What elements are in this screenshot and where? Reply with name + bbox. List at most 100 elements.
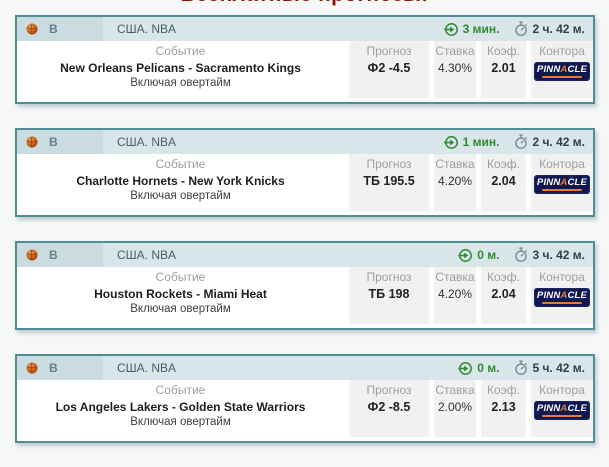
kickoff-arrow-icon xyxy=(443,22,458,36)
starts-in: 0 м. xyxy=(458,361,499,376)
prediction-column: Прогноз Ф2 -4.5 xyxy=(349,41,429,98)
prediction-column-header: Прогноз xyxy=(366,157,412,171)
bookmaker-column: Контора PINNACLE xyxy=(531,380,593,437)
prediction-card: В США. NBA 0 м. 5 ч. 42 м. Событие Los A… xyxy=(15,354,595,443)
time-left: 3 ч. 42 м. xyxy=(514,247,585,263)
prediction-value: Ф2 -8.5 xyxy=(367,400,411,414)
prediction-card: В США. NBA 3 мин. 2 ч. 42 м. Событие New… xyxy=(15,15,595,104)
coefficient-value: 2.04 xyxy=(491,287,516,301)
time-left: 5 ч. 42 м. xyxy=(514,360,585,376)
event-column: Событие Los Angeles Lakers - Golden Stat… xyxy=(17,380,344,437)
basketball-icon xyxy=(26,136,38,148)
starts-in-value: 1 мин. xyxy=(462,135,500,149)
stake-column-header: Ставка xyxy=(435,157,475,171)
predictions-list: В США. NBA 3 мин. 2 ч. 42 м. Событие New… xyxy=(15,15,595,467)
sport-code-link[interactable]: В xyxy=(49,22,58,36)
stake-column: Ставка 4.20% xyxy=(434,267,476,324)
event-column: Событие Houston Rockets - Miami Heat Вкл… xyxy=(17,267,344,324)
prediction-value: ТБ 195.5 xyxy=(363,174,415,188)
pinnacle-logo[interactable]: PINNACLE xyxy=(534,62,590,81)
starts-in-value: 0 м. xyxy=(477,361,500,375)
event-note: Включая овертайм xyxy=(130,303,231,315)
coefficient-column: Коэф. 2.13 xyxy=(481,380,526,437)
stake-column: Ставка 2.00% xyxy=(434,380,476,437)
starts-in-value: 3 мин. xyxy=(462,22,500,36)
pinnacle-logo-text: PINNACLE xyxy=(536,403,588,415)
pinnacle-logo-text: PINNACLE xyxy=(536,64,588,76)
stopwatch-icon xyxy=(515,134,528,149)
prediction-value: Ф2 -4.5 xyxy=(367,61,411,75)
stake-value: 4.20% xyxy=(437,174,473,188)
stake-column-header: Ставка xyxy=(435,383,475,397)
prediction-value: ТБ 198 xyxy=(368,287,410,301)
coefficient-value: 2.01 xyxy=(491,61,516,75)
card-body: Событие New Orleans Pelicans - Sacrament… xyxy=(17,41,593,98)
coefficient-column-header: Коэф. xyxy=(487,270,520,284)
league-label: США. NBA xyxy=(117,22,177,36)
basketball-icon xyxy=(26,249,38,261)
event-name: Los Angeles Lakers - Golden State Warrio… xyxy=(55,400,306,414)
stake-value: 4.30% xyxy=(437,61,473,75)
event-column-header: Событие xyxy=(155,157,206,171)
coefficient-value: 2.13 xyxy=(491,400,516,414)
pinnacle-logo-underline xyxy=(542,301,582,304)
time-left-value: 3 ч. 42 м. xyxy=(532,248,585,262)
stake-column-header: Ставка xyxy=(435,44,475,58)
sport-cell: В xyxy=(17,130,103,154)
starts-in-value: 0 м. xyxy=(477,248,500,262)
event-column-header: Событие xyxy=(155,270,206,284)
bookmaker-column: Контора PINNACLE xyxy=(531,154,593,211)
bookmaker-column-header: Контора xyxy=(539,383,585,397)
coefficient-column-header: Коэф. xyxy=(487,44,520,58)
pinnacle-logo[interactable]: PINNACLE xyxy=(534,288,590,307)
coefficient-value: 2.04 xyxy=(491,174,516,188)
stake-column: Ставка 4.20% xyxy=(434,154,476,211)
sport-code-link[interactable]: В xyxy=(49,361,58,375)
stake-column-header: Ставка xyxy=(435,270,475,284)
card-header: В США. NBA 3 мин. 2 ч. 42 м. xyxy=(17,17,593,41)
pinnacle-logo-underline xyxy=(542,414,582,417)
card-body: Событие Los Angeles Lakers - Golden Stat… xyxy=(17,380,593,437)
kickoff-arrow-icon xyxy=(443,135,458,149)
time-left-value: 2 ч. 42 м. xyxy=(532,135,585,149)
event-name: Houston Rockets - Miami Heat xyxy=(94,287,267,301)
event-column-header: Событие xyxy=(155,44,206,58)
card-header: В США. NBA 1 мин. 2 ч. 42 м. xyxy=(17,130,593,154)
pinnacle-logo-text: PINNACLE xyxy=(536,177,588,189)
prediction-column: Прогноз ТБ 195.5 xyxy=(349,154,429,211)
kickoff-arrow-icon xyxy=(458,361,473,375)
league-label: США. NBA xyxy=(117,135,177,149)
event-name: Charlotte Hornets - New York Knicks xyxy=(76,174,285,188)
time-left-value: 5 ч. 42 м. xyxy=(532,361,585,375)
event-note: Включая овертайм xyxy=(130,190,231,202)
pinnacle-logo-text: PINNACLE xyxy=(536,290,588,302)
event-column-header: Событие xyxy=(155,383,206,397)
prediction-card: В США. NBA 0 м. 3 ч. 42 м. Событие Houst… xyxy=(15,241,595,330)
kickoff-arrow-icon xyxy=(458,248,473,262)
starts-in: 1 мин. xyxy=(443,135,500,150)
stopwatch-icon xyxy=(515,21,528,36)
event-note: Включая овертайм xyxy=(130,416,231,428)
sport-cell: В xyxy=(17,356,103,380)
sport-cell: В xyxy=(17,243,103,267)
pinnacle-logo-underline xyxy=(542,188,582,191)
page-title: Бесплатные прогнозы! xyxy=(0,0,609,7)
card-header: В США. NBA 0 м. 5 ч. 42 м. xyxy=(17,356,593,380)
sport-code-link[interactable]: В xyxy=(49,135,58,149)
sport-cell: В xyxy=(17,17,103,41)
pinnacle-logo[interactable]: PINNACLE xyxy=(534,175,590,194)
prediction-card: В США. NBA 1 мин. 2 ч. 42 м. Событие Cha… xyxy=(15,128,595,217)
card-header: В США. NBA 0 м. 3 ч. 42 м. xyxy=(17,243,593,267)
sport-code-link[interactable]: В xyxy=(49,248,58,262)
card-body: Событие Charlotte Hornets - New York Kni… xyxy=(17,154,593,211)
coefficient-column-header: Коэф. xyxy=(487,383,520,397)
prediction-column: Прогноз ТБ 198 xyxy=(349,267,429,324)
time-left: 2 ч. 42 м. xyxy=(514,134,585,150)
event-name: New Orleans Pelicans - Sacramento Kings xyxy=(60,61,301,75)
card-body: Событие Houston Rockets - Miami Heat Вкл… xyxy=(17,267,593,324)
prediction-column: Прогноз Ф2 -8.5 xyxy=(349,380,429,437)
stopwatch-icon xyxy=(515,247,528,262)
pinnacle-logo[interactable]: PINNACLE xyxy=(534,401,590,420)
bookmaker-column-header: Контора xyxy=(539,270,585,284)
prediction-column-header: Прогноз xyxy=(366,383,412,397)
